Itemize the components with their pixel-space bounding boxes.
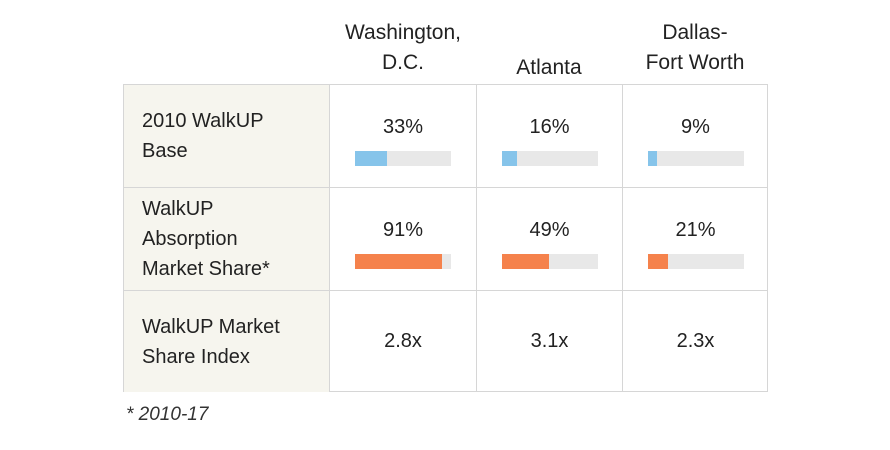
table-row: WalkUP Market Share Index 2.8x 3.1x 2.3x <box>124 290 767 392</box>
footnote: * 2010-17 <box>126 404 209 425</box>
data-table: 2010 WalkUP Base 33% 16% 9% WalkUP Absorptio… <box>123 84 768 392</box>
bar-track <box>355 254 451 269</box>
bar-fill <box>502 254 549 269</box>
row-label-absorption-market-share: WalkUP Absorption Market Share* <box>124 188 330 290</box>
table-cell: 49% <box>476 188 622 290</box>
bar-track <box>355 151 451 166</box>
bar-track <box>648 151 744 166</box>
cell-value: 3.1x <box>530 330 569 352</box>
bar-fill <box>355 151 387 166</box>
bar-fill <box>648 151 657 166</box>
table-row: 2010 WalkUP Base 33% 16% 9% <box>124 85 767 187</box>
table-cell: 3.1x <box>476 291 622 392</box>
table-cell: 2.3x <box>622 291 768 392</box>
cell-value: 49% <box>529 219 570 241</box>
bar-fill <box>502 151 517 166</box>
bar-track <box>502 254 598 269</box>
table-cell: 9% <box>622 85 768 187</box>
table-cell: 2.8x <box>330 291 476 392</box>
table-cell: 91% <box>330 188 476 290</box>
table-cell: 33% <box>330 85 476 187</box>
cell-value: 33% <box>382 116 424 138</box>
row-label-market-share-index: WalkUP Market Share Index <box>124 291 330 392</box>
cell-value: 21% <box>675 219 716 241</box>
bar-fill <box>648 254 668 269</box>
column-header-dallas-fort-worth: Dallas- Fort Worth <box>645 21 745 74</box>
cell-value: 16% <box>529 116 570 138</box>
column-header-atlanta: Atlanta <box>516 56 582 79</box>
column-header-washington-dc: Washington, D.C. <box>345 21 461 74</box>
cell-value: 2.3x <box>676 330 715 352</box>
table-row: WalkUP Absorption Market Share* 91% 49% 21% <box>124 187 767 290</box>
bar-track <box>502 151 598 166</box>
table-cell: 21% <box>622 188 768 290</box>
cell-value: 91% <box>382 219 424 241</box>
table-cell: 16% <box>476 85 622 187</box>
cell-value: 2.8x <box>384 330 422 352</box>
bar-fill <box>355 254 442 269</box>
cell-value: 9% <box>681 116 710 138</box>
row-label-walkup-base: 2010 WalkUP Base <box>124 85 330 187</box>
bar-track <box>648 254 744 269</box>
